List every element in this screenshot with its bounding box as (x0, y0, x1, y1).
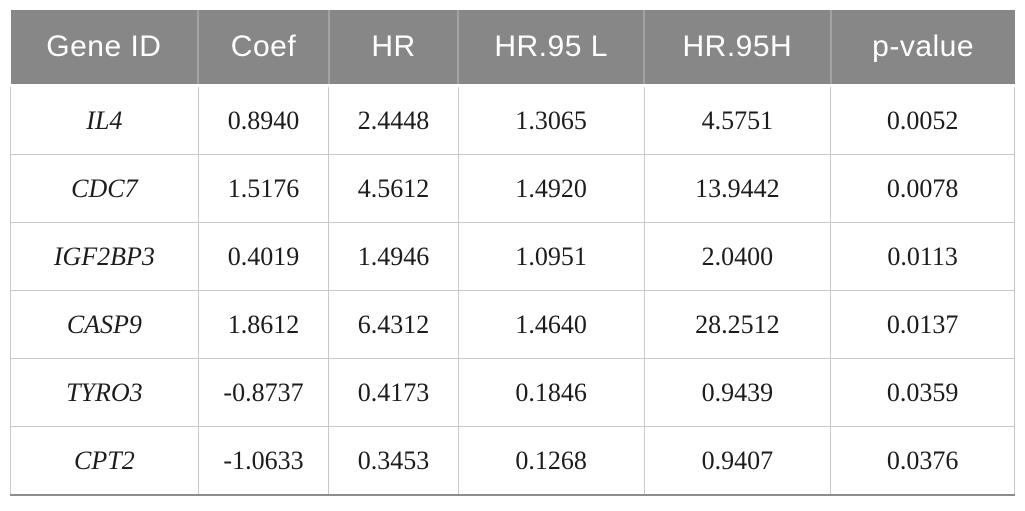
hr95-high-cell: 0.9407 (643, 426, 832, 496)
hr95-low-cell: 0.1846 (457, 358, 645, 427)
table-row: IGF2BP3 0.4019 1.4946 1.0951 2.0400 0.01… (10, 222, 1015, 291)
hr95-high-cell: 0.9439 (643, 358, 832, 427)
gene-id-cell: IGF2BP3 (10, 222, 199, 291)
gene-id-cell: IL4 (10, 85, 199, 155)
header-hr95-low: HR.95 L (457, 10, 644, 87)
gene-id-cell: CASP9 (10, 290, 199, 359)
cox-regression-table: Gene ID Coef HR HR.95 L HR.95H p-value I… (10, 10, 1015, 496)
hr95-low-cell: 1.4920 (457, 154, 645, 223)
p-value-cell: 0.0376 (830, 426, 1015, 496)
hr95-low-cell: 0.1268 (457, 426, 645, 496)
p-value-cell: 0.0359 (830, 358, 1015, 427)
hr95-high-cell: 2.0400 (643, 222, 832, 291)
table-row: CDC7 1.5176 4.5612 1.4920 13.9442 0.0078 (10, 154, 1015, 223)
header-hr95-high: HR.95H (643, 10, 831, 87)
p-value-cell: 0.0137 (830, 290, 1015, 359)
p-value-cell: 0.0078 (830, 154, 1015, 223)
hr-cell: 0.3453 (328, 426, 459, 496)
table-row: CPT2 -1.0633 0.3453 0.1268 0.9407 0.0376 (10, 426, 1015, 496)
coef-cell: 0.4019 (197, 222, 330, 291)
table-row: CASP9 1.8612 6.4312 1.4640 28.2512 0.013… (10, 290, 1015, 359)
hr95-high-cell: 28.2512 (643, 290, 832, 359)
hr-cell: 2.4448 (328, 85, 459, 155)
hr-cell: 6.4312 (328, 290, 459, 359)
gene-id-cell: TYRO3 (10, 358, 199, 427)
p-value-cell: 0.0113 (830, 222, 1015, 291)
header-coef: Coef (197, 10, 329, 87)
hr-cell: 1.4946 (328, 222, 459, 291)
hr95-high-cell: 4.5751 (643, 85, 832, 155)
gene-id-cell: CPT2 (10, 426, 199, 496)
hr-cell: 4.5612 (328, 154, 459, 223)
hr95-high-cell: 13.9442 (643, 154, 832, 223)
header-row: Gene ID Coef HR HR.95 L HR.95H p-value (10, 10, 1015, 87)
header-p-value: p-value (829, 10, 1015, 87)
header-hr: HR (327, 10, 459, 87)
header-gene-id: Gene ID (10, 10, 199, 87)
hr95-low-cell: 1.0951 (457, 222, 645, 291)
coef-cell: -0.8737 (197, 358, 330, 427)
coef-cell: -1.0633 (197, 426, 330, 496)
gene-id-cell: CDC7 (10, 154, 199, 223)
hr-cell: 0.4173 (328, 358, 459, 427)
table-row: TYRO3 -0.8737 0.4173 0.1846 0.9439 0.035… (10, 358, 1015, 427)
coef-cell: 1.8612 (197, 290, 330, 359)
hr95-low-cell: 1.4640 (457, 290, 645, 359)
table-row: IL4 0.8940 2.4448 1.3065 4.5751 0.0052 (10, 85, 1015, 155)
table-body: IL4 0.8940 2.4448 1.3065 4.5751 0.0052 C… (10, 85, 1015, 496)
hr95-low-cell: 1.3065 (457, 85, 645, 155)
p-value-cell: 0.0052 (830, 85, 1015, 155)
table-header: Gene ID Coef HR HR.95 L HR.95H p-value (10, 10, 1015, 87)
coef-cell: 1.5176 (197, 154, 330, 223)
coef-cell: 0.8940 (197, 85, 330, 155)
